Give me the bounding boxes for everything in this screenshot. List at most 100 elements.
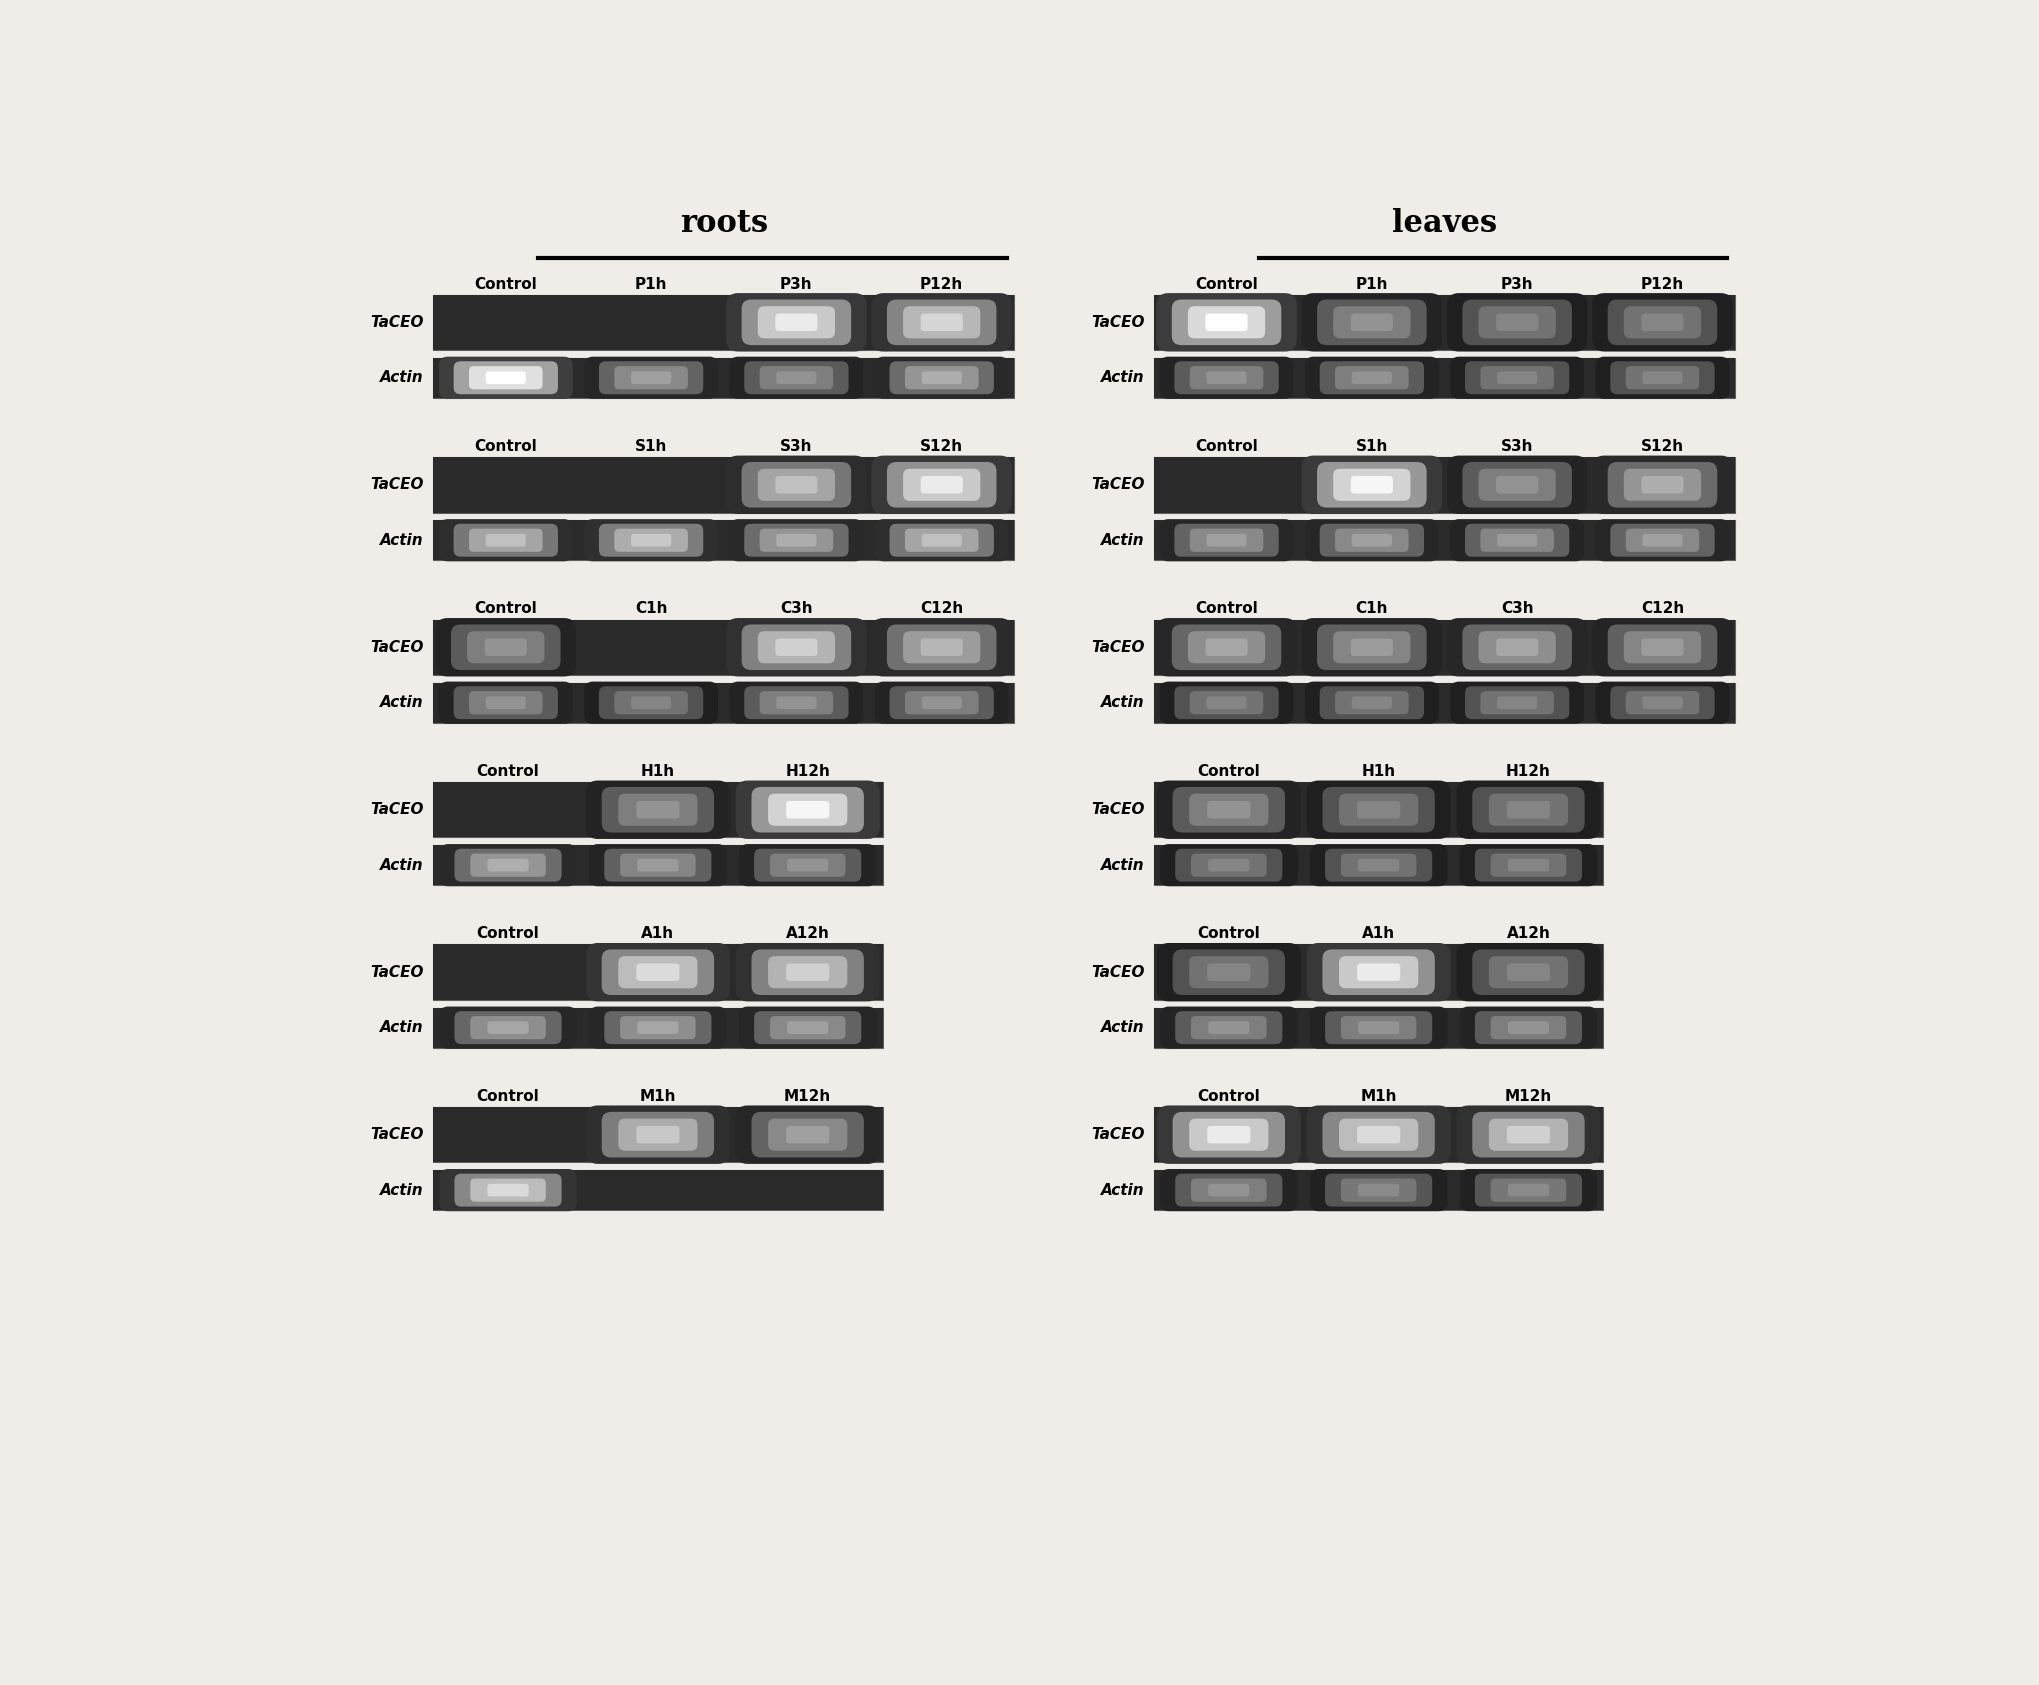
Bar [432,1169,883,1210]
FancyBboxPatch shape [436,618,575,676]
FancyBboxPatch shape [1497,639,1537,655]
FancyBboxPatch shape [1156,780,1301,839]
Text: Actin: Actin [1101,532,1144,548]
Bar [432,1008,883,1048]
FancyBboxPatch shape [614,529,687,551]
FancyBboxPatch shape [1597,519,1729,561]
FancyBboxPatch shape [1299,521,1444,559]
FancyBboxPatch shape [1160,1006,1297,1048]
FancyBboxPatch shape [1462,300,1572,345]
FancyBboxPatch shape [485,371,526,384]
Text: Actin: Actin [1101,1183,1144,1198]
Text: P12h: P12h [1641,276,1684,292]
Text: Actin: Actin [1101,1019,1144,1035]
FancyBboxPatch shape [1156,293,1297,352]
FancyBboxPatch shape [1301,618,1442,676]
FancyBboxPatch shape [1611,686,1715,719]
FancyBboxPatch shape [905,366,979,389]
FancyBboxPatch shape [1160,844,1297,886]
FancyBboxPatch shape [1305,682,1440,725]
FancyBboxPatch shape [922,534,962,546]
FancyBboxPatch shape [1305,357,1440,399]
Text: P1h: P1h [634,276,667,292]
FancyBboxPatch shape [438,682,573,725]
FancyBboxPatch shape [614,691,687,714]
Bar [432,782,883,837]
FancyBboxPatch shape [451,625,561,671]
FancyBboxPatch shape [1623,632,1701,664]
Text: Actin: Actin [379,532,424,548]
FancyBboxPatch shape [775,477,818,494]
FancyBboxPatch shape [1454,945,1603,999]
FancyBboxPatch shape [432,295,579,350]
FancyBboxPatch shape [1319,361,1423,394]
FancyBboxPatch shape [579,620,724,676]
Text: Actin: Actin [379,696,424,709]
FancyBboxPatch shape [1590,357,1735,398]
FancyBboxPatch shape [585,944,730,1001]
FancyBboxPatch shape [754,849,860,881]
FancyBboxPatch shape [887,625,997,671]
FancyBboxPatch shape [1189,955,1268,989]
FancyBboxPatch shape [1450,357,1584,399]
FancyBboxPatch shape [1464,686,1570,719]
FancyBboxPatch shape [922,696,962,709]
FancyBboxPatch shape [471,854,546,876]
FancyBboxPatch shape [1154,782,1303,837]
FancyBboxPatch shape [583,1008,732,1048]
FancyBboxPatch shape [453,524,559,556]
FancyBboxPatch shape [1340,1119,1419,1151]
FancyBboxPatch shape [1174,1174,1283,1206]
FancyBboxPatch shape [1358,1185,1399,1196]
FancyBboxPatch shape [1174,1011,1283,1045]
FancyBboxPatch shape [742,625,850,671]
FancyBboxPatch shape [579,295,724,350]
FancyBboxPatch shape [744,361,848,394]
FancyBboxPatch shape [599,686,703,719]
FancyBboxPatch shape [730,682,862,725]
Text: TaCEO: TaCEO [371,477,424,492]
FancyBboxPatch shape [1464,524,1570,556]
FancyBboxPatch shape [1323,1112,1435,1158]
FancyBboxPatch shape [1592,618,1733,676]
FancyBboxPatch shape [432,782,583,837]
FancyBboxPatch shape [732,1107,883,1163]
FancyBboxPatch shape [922,477,962,494]
FancyBboxPatch shape [453,686,559,719]
FancyBboxPatch shape [1303,1169,1454,1210]
FancyBboxPatch shape [875,519,1009,561]
FancyBboxPatch shape [922,639,962,655]
FancyBboxPatch shape [1154,682,1299,723]
FancyBboxPatch shape [1454,846,1603,885]
FancyBboxPatch shape [1342,854,1417,876]
Text: TaCEO: TaCEO [371,802,424,817]
Bar [1154,846,1603,885]
FancyBboxPatch shape [438,1169,577,1212]
FancyBboxPatch shape [636,1126,679,1144]
FancyBboxPatch shape [469,366,542,389]
FancyBboxPatch shape [1592,455,1733,514]
Text: TaCEO: TaCEO [1091,966,1144,979]
FancyBboxPatch shape [1305,519,1440,561]
FancyBboxPatch shape [903,468,981,500]
FancyBboxPatch shape [1509,1021,1550,1035]
FancyBboxPatch shape [724,357,869,398]
FancyBboxPatch shape [636,964,679,981]
FancyBboxPatch shape [1325,849,1431,881]
Text: Control: Control [477,1089,540,1104]
FancyBboxPatch shape [1625,366,1698,389]
FancyBboxPatch shape [1319,686,1423,719]
Text: S3h: S3h [1501,440,1533,453]
FancyBboxPatch shape [787,859,828,871]
FancyBboxPatch shape [889,524,993,556]
FancyBboxPatch shape [738,844,877,886]
FancyBboxPatch shape [487,859,528,871]
FancyBboxPatch shape [1323,949,1435,994]
FancyBboxPatch shape [775,313,818,330]
Text: Control: Control [1197,927,1260,942]
FancyBboxPatch shape [752,1112,865,1158]
FancyBboxPatch shape [485,639,526,655]
FancyBboxPatch shape [761,366,834,389]
FancyBboxPatch shape [1205,313,1248,330]
FancyBboxPatch shape [1154,357,1299,398]
